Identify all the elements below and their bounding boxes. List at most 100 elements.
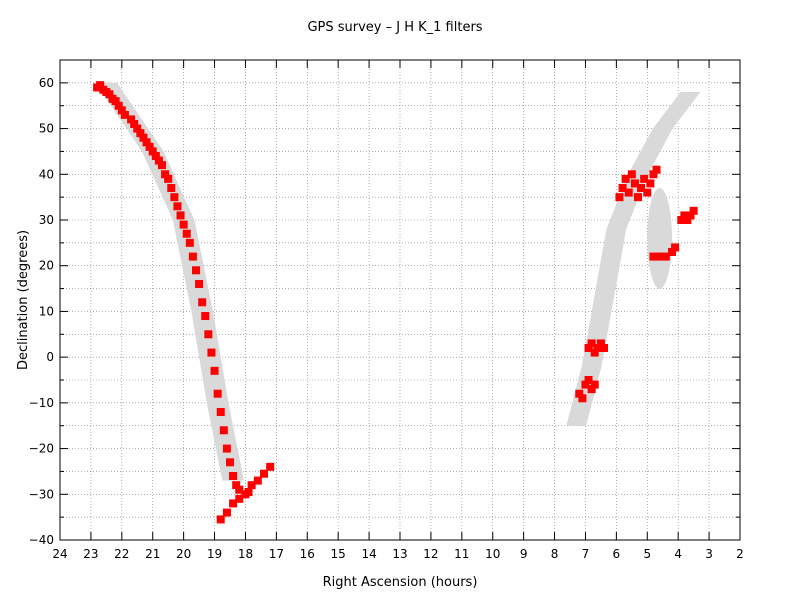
survey-point [216, 408, 225, 416]
survey-point [192, 266, 200, 275]
survey-point [188, 252, 197, 261]
survey-point [584, 344, 593, 352]
survey-point [120, 110, 129, 119]
x-tick-label: 23 [83, 547, 98, 561]
survey-point [111, 97, 120, 106]
x-tick-label: 17 [269, 547, 284, 561]
survey-point [677, 216, 686, 224]
survey-point [652, 165, 661, 174]
survey-point [201, 312, 210, 320]
survey-point [226, 458, 234, 467]
survey-point [207, 348, 216, 357]
survey-point [179, 220, 188, 229]
survey-point [148, 147, 157, 156]
x-tick-label: 14 [361, 547, 376, 561]
survey-point [216, 515, 225, 524]
survey-point [235, 485, 244, 494]
survey-point [136, 129, 145, 138]
y-tick-label: −10 [29, 396, 54, 410]
survey-point [198, 298, 207, 307]
coverage-band-0 [95, 82, 244, 481]
survey-point [167, 184, 176, 192]
survey-point [587, 385, 596, 394]
x-tick-label: 8 [551, 547, 559, 561]
x-tick-label: 3 [705, 547, 713, 561]
coverage-band-1 [566, 92, 701, 426]
x-tick-label: 11 [454, 547, 469, 561]
survey-point [127, 115, 136, 124]
survey-point [232, 481, 241, 490]
x-tick-label: 24 [52, 547, 67, 561]
survey-points [93, 81, 698, 524]
survey-point [170, 193, 179, 202]
survey-point [649, 252, 658, 261]
survey-point [182, 229, 191, 238]
coverage-band-2 [647, 188, 672, 289]
survey-point [646, 179, 655, 188]
survey-point [683, 216, 692, 224]
survey-point [596, 339, 605, 348]
y-tick-label: −40 [29, 533, 54, 547]
survey-point [195, 280, 204, 288]
y-tick-label: 50 [39, 122, 54, 136]
survey-point [624, 188, 633, 197]
survey-point [229, 499, 238, 508]
x-tick-label: 13 [392, 547, 407, 561]
survey-point [139, 133, 148, 142]
y-tick-label: 0 [46, 350, 54, 364]
survey-point [578, 394, 587, 403]
survey-point [655, 252, 664, 261]
survey-point [229, 472, 238, 480]
x-tick-label: 6 [613, 547, 621, 561]
x-tick-label: 15 [331, 547, 346, 561]
survey-point [266, 462, 275, 471]
survey-point [260, 469, 268, 478]
survey-point [176, 211, 185, 220]
survey-point [210, 366, 219, 375]
survey-point [671, 243, 680, 252]
x-tick-label: 20 [176, 547, 191, 561]
survey-point [114, 101, 123, 110]
y-tick-label: 40 [39, 167, 54, 181]
x-tick-label: 16 [300, 547, 315, 561]
x-tick-label: 10 [485, 547, 500, 561]
survey-point [668, 248, 676, 256]
survey-point [142, 138, 151, 147]
survey-point [158, 161, 166, 170]
y-axis-label: Declination (degrees) [16, 230, 31, 370]
survey-point [680, 211, 689, 220]
survey-point [587, 339, 596, 348]
survey-point [219, 426, 228, 435]
x-axis-ticks: 24 23 22 21 20 19 18 17 16 15 14 13 12 11 10 9 8 7 6 5 4 3 2 [52, 60, 744, 561]
x-axis-label: Right Ascension (hours) [323, 575, 478, 590]
x-tick-label: 19 [207, 547, 222, 561]
survey-point [661, 252, 670, 261]
survey-point [244, 488, 253, 496]
survey-point [584, 376, 593, 384]
survey-point [173, 202, 182, 211]
x-tick-label: 12 [423, 547, 438, 561]
survey-point [247, 481, 256, 490]
survey-point [154, 156, 163, 165]
survey-point [117, 106, 126, 115]
survey-point [630, 179, 639, 188]
survey-point [96, 81, 105, 90]
x-tick-label: 22 [114, 547, 129, 561]
survey-point [204, 330, 213, 339]
survey-point [618, 184, 627, 192]
survey-point [643, 188, 652, 197]
survey-point [145, 142, 154, 151]
x-tick-label: 2 [736, 547, 744, 561]
coverage-bands [95, 82, 701, 481]
y-tick-label: 30 [39, 213, 54, 227]
survey-point [627, 170, 636, 179]
survey-point [637, 184, 646, 192]
survey-point [213, 389, 222, 398]
survey-point [222, 508, 231, 517]
survey-point [235, 494, 244, 503]
survey-point [649, 170, 658, 179]
survey-point [686, 211, 695, 220]
survey-point [634, 193, 642, 202]
y-tick-label: 20 [39, 259, 54, 273]
y-tick-label: −30 [29, 487, 54, 501]
